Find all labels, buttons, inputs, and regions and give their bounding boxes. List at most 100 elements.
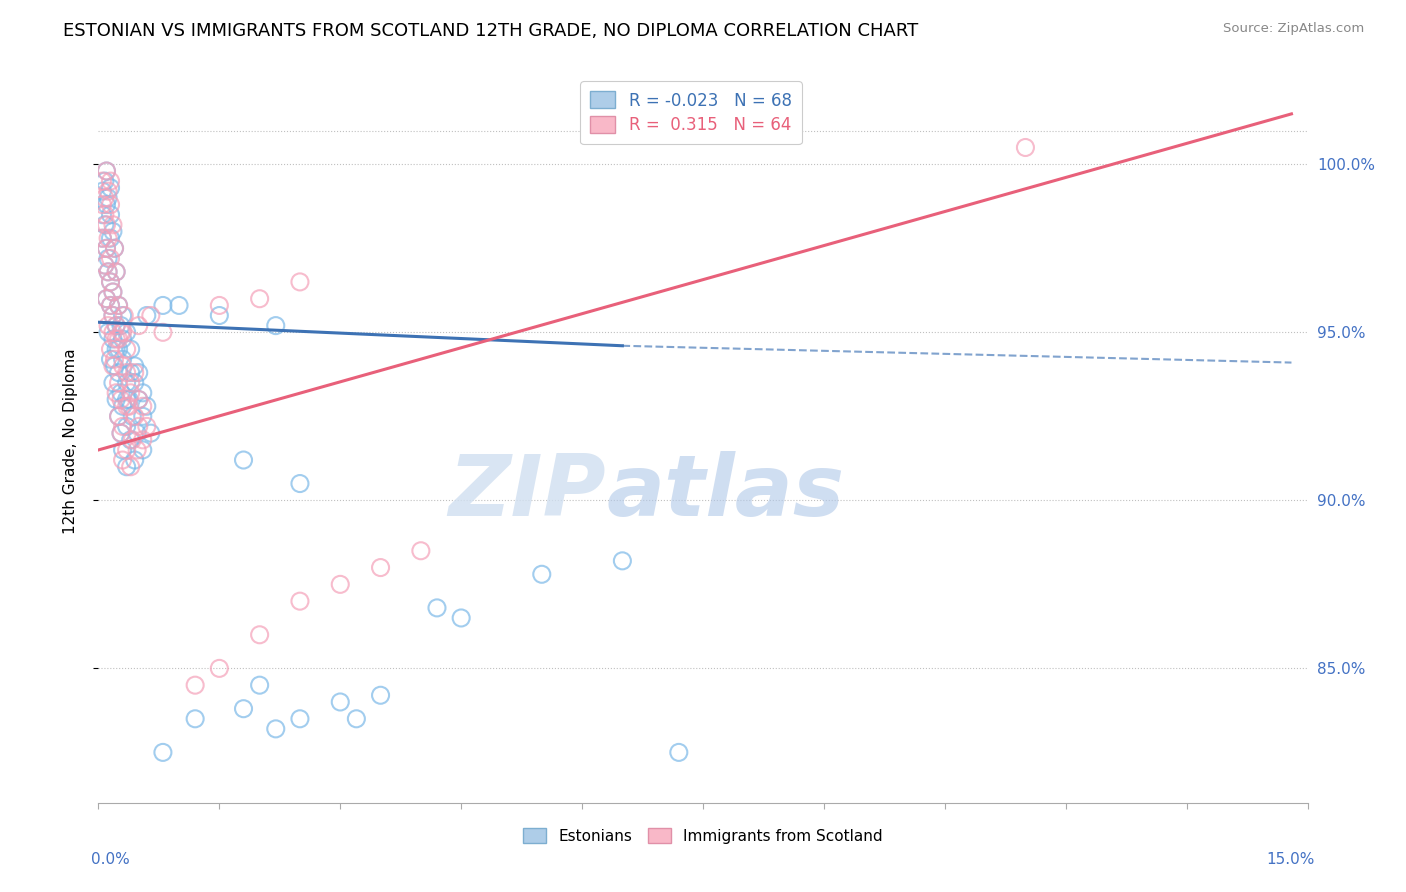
Point bbox=[97, 231, 120, 245]
Point bbox=[121, 409, 143, 424]
Point bbox=[91, 208, 114, 222]
Point bbox=[208, 309, 231, 323]
Point bbox=[103, 352, 125, 367]
Point bbox=[112, 309, 135, 323]
Point bbox=[91, 197, 114, 211]
Point bbox=[105, 392, 128, 407]
Point bbox=[91, 231, 114, 245]
Point bbox=[105, 318, 128, 333]
Point bbox=[105, 265, 128, 279]
Point bbox=[96, 241, 118, 255]
Point bbox=[232, 702, 254, 716]
Text: 0.0%: 0.0% bbox=[91, 852, 131, 867]
Point bbox=[101, 359, 124, 373]
Point bbox=[127, 426, 149, 441]
Point bbox=[115, 392, 138, 407]
Point bbox=[249, 628, 271, 642]
Point bbox=[426, 600, 449, 615]
Point bbox=[96, 241, 118, 255]
Point bbox=[124, 366, 146, 380]
Point bbox=[91, 174, 114, 188]
Point bbox=[107, 298, 129, 312]
Point bbox=[111, 326, 134, 340]
Point bbox=[94, 258, 117, 272]
Point bbox=[105, 265, 128, 279]
Point bbox=[91, 231, 114, 245]
Point bbox=[111, 332, 134, 346]
Point bbox=[115, 342, 138, 356]
Point bbox=[124, 376, 146, 390]
Point bbox=[97, 326, 120, 340]
Point bbox=[107, 366, 129, 380]
Point bbox=[115, 419, 138, 434]
Point bbox=[135, 399, 157, 413]
Point bbox=[110, 385, 132, 400]
Point bbox=[139, 309, 162, 323]
Point bbox=[97, 265, 120, 279]
Point bbox=[124, 409, 146, 424]
Text: 15.0%: 15.0% bbox=[1267, 852, 1315, 867]
Point bbox=[103, 241, 125, 255]
Point bbox=[111, 442, 134, 457]
Point bbox=[120, 366, 142, 380]
Point bbox=[110, 318, 132, 333]
Point bbox=[100, 197, 122, 211]
Point bbox=[132, 399, 155, 413]
Point bbox=[107, 332, 129, 346]
Point bbox=[612, 554, 634, 568]
Point bbox=[120, 376, 142, 390]
Point bbox=[101, 285, 124, 299]
Point bbox=[329, 695, 352, 709]
Point bbox=[100, 208, 122, 222]
Point bbox=[100, 342, 122, 356]
Point bbox=[100, 231, 122, 245]
Y-axis label: 12th Grade, No Diploma: 12th Grade, No Diploma bbox=[63, 349, 77, 534]
Point bbox=[128, 366, 150, 380]
Point bbox=[107, 409, 129, 424]
Legend: Estonians, Immigrants from Scotland: Estonians, Immigrants from Scotland bbox=[515, 819, 891, 853]
Point bbox=[124, 359, 146, 373]
Point bbox=[101, 218, 124, 232]
Point bbox=[128, 419, 150, 434]
Point bbox=[264, 318, 287, 333]
Point bbox=[135, 309, 157, 323]
Point bbox=[94, 218, 117, 232]
Point bbox=[111, 352, 134, 367]
Point bbox=[127, 442, 149, 457]
Point bbox=[115, 442, 138, 457]
Point bbox=[232, 453, 254, 467]
Point bbox=[184, 678, 207, 692]
Point bbox=[121, 433, 143, 447]
Point bbox=[105, 342, 128, 356]
Point bbox=[110, 392, 132, 407]
Point bbox=[100, 352, 122, 367]
Point bbox=[288, 275, 311, 289]
Point bbox=[96, 292, 118, 306]
Point bbox=[120, 385, 142, 400]
Point bbox=[120, 459, 142, 474]
Point bbox=[100, 298, 122, 312]
Point bbox=[288, 712, 311, 726]
Point bbox=[94, 258, 117, 272]
Point bbox=[100, 298, 122, 312]
Text: atlas: atlas bbox=[606, 450, 845, 533]
Point bbox=[100, 275, 122, 289]
Point bbox=[288, 594, 311, 608]
Point bbox=[120, 433, 142, 447]
Point bbox=[139, 426, 162, 441]
Point bbox=[249, 292, 271, 306]
Point bbox=[344, 712, 367, 726]
Point bbox=[152, 745, 174, 759]
Point bbox=[100, 174, 122, 188]
Point bbox=[100, 275, 122, 289]
Point bbox=[132, 442, 155, 457]
Point bbox=[111, 453, 134, 467]
Point bbox=[111, 359, 134, 373]
Point bbox=[115, 459, 138, 474]
Point bbox=[96, 292, 118, 306]
Text: ESTONIAN VS IMMIGRANTS FROM SCOTLAND 12TH GRADE, NO DIPLOMA CORRELATION CHART: ESTONIAN VS IMMIGRANTS FROM SCOTLAND 12T… bbox=[63, 22, 918, 40]
Point bbox=[97, 252, 120, 266]
Point bbox=[110, 426, 132, 441]
Point bbox=[101, 326, 124, 340]
Point bbox=[128, 318, 150, 333]
